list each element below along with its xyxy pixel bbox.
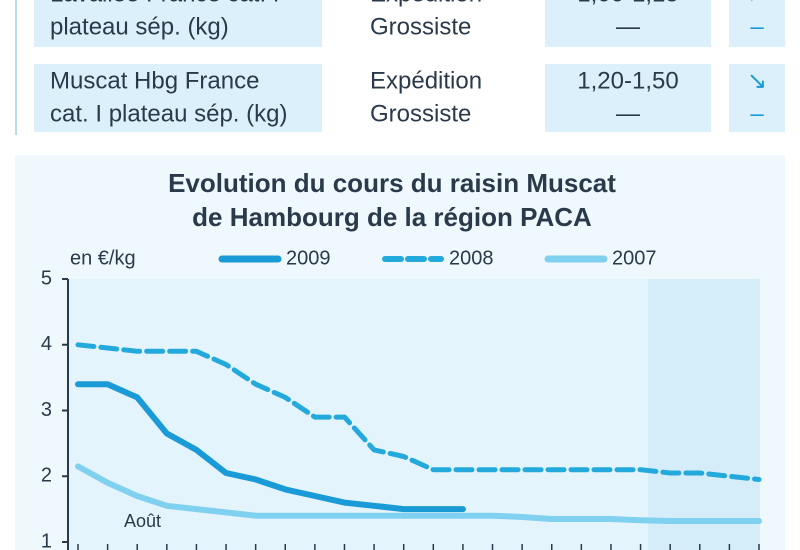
- cell-bg: [545, 0, 711, 47]
- table-cell: —: [616, 100, 640, 127]
- table-cell: Grossiste: [370, 100, 471, 127]
- table-cell: ↗: [747, 0, 767, 7]
- table-cell: Expédition: [370, 67, 482, 94]
- table-cell: Grossiste: [370, 13, 471, 40]
- y-axis-label: en €/kg: [70, 247, 136, 269]
- shaded-period: [648, 279, 760, 550]
- series-line: [75, 342, 762, 482]
- table-cell: Lavallée France cat. I: [50, 0, 279, 7]
- table-cell: —: [616, 13, 640, 40]
- table-cell: Expédition: [370, 0, 482, 7]
- legend-label: 2008: [449, 247, 494, 269]
- legend-label: 2009: [286, 247, 331, 269]
- cell-bg: [34, 0, 322, 47]
- table-cell: cat. I plateau sép. (kg): [50, 100, 287, 127]
- legend-label: 2007: [612, 247, 657, 269]
- y-tick-label: 5: [41, 267, 52, 289]
- annotation: Août: [124, 511, 161, 531]
- series-line: [75, 463, 762, 524]
- y-tick-label: 1: [41, 530, 52, 550]
- table-cell: 1,20-1,50: [577, 67, 678, 94]
- cell-bg: [545, 64, 711, 132]
- cell-bg: [34, 64, 322, 132]
- series-line: [75, 381, 466, 513]
- y-tick-label: 3: [41, 399, 52, 421]
- table-cell: –: [750, 13, 764, 40]
- cell-bg: [729, 64, 785, 132]
- table-cell: plateau sép. (kg): [50, 13, 229, 40]
- y-tick-label: 2: [41, 465, 52, 487]
- table-cell: ↘: [747, 67, 767, 94]
- y-tick-label: 4: [41, 333, 52, 355]
- table-cell: Muscat Hbg France: [50, 67, 259, 94]
- cell-bg: [729, 0, 785, 47]
- table-cell: –: [750, 100, 764, 127]
- chart-title: Evolution du cours du raisin Muscat: [168, 168, 616, 198]
- table: Lavallée France cat. I plateau sép. (kg) E…: [50, 0, 767, 127]
- chart-title: de Hambourg de la région PACA: [192, 202, 592, 232]
- table-cell: 1,00-1,15: [577, 0, 678, 7]
